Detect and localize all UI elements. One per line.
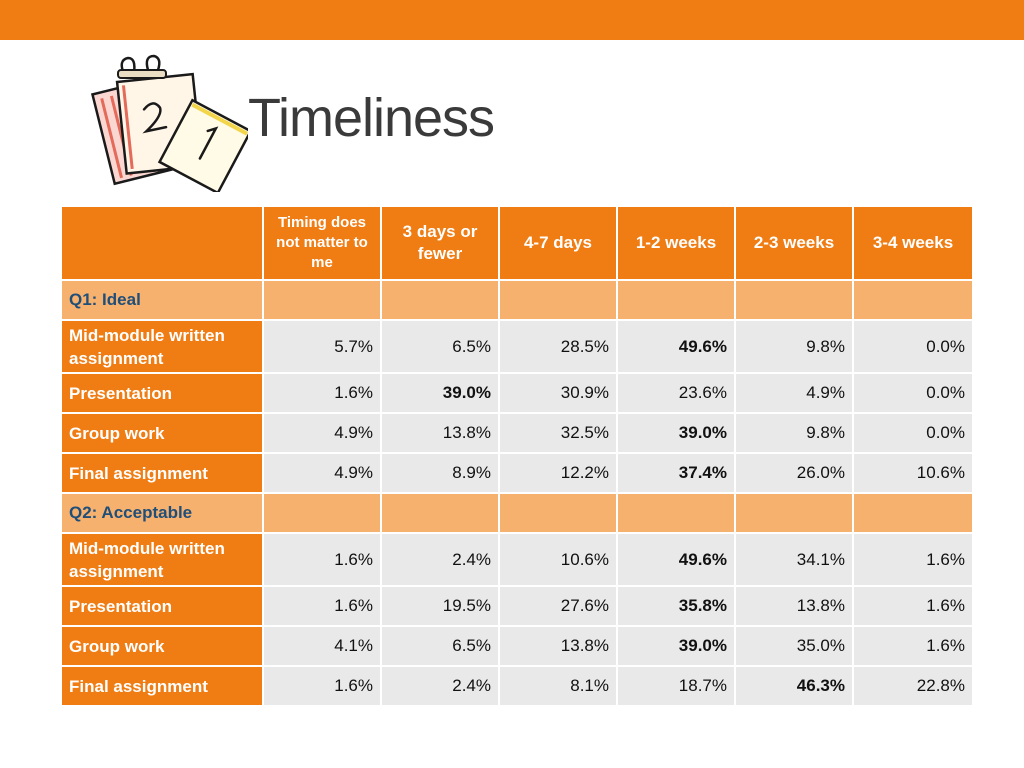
value-cell: 0.0% xyxy=(852,319,974,374)
value-cell: 26.0% xyxy=(734,452,854,494)
header-cell-empty xyxy=(60,205,264,281)
row-label: Final assignment xyxy=(60,452,264,494)
calendar-icon xyxy=(90,54,248,192)
section-empty-cell xyxy=(852,279,974,321)
value-cell: 27.6% xyxy=(498,585,618,627)
value-cell: 35.0% xyxy=(734,625,854,667)
section-label: Q1: Ideal xyxy=(60,279,264,321)
value-cell: 1.6% xyxy=(262,585,382,627)
table-row: Mid-module written assignment 1.6% 2.4% 10.… xyxy=(60,532,974,587)
row-label: Final assignment xyxy=(60,665,264,707)
value-cell: 35.8% xyxy=(616,585,736,627)
value-cell: 13.8% xyxy=(734,585,854,627)
value-cell: 4.1% xyxy=(262,625,382,667)
value-cell: 4.9% xyxy=(262,452,382,494)
value-cell: 39.0% xyxy=(616,625,736,667)
row-label: Group work xyxy=(60,412,264,454)
value-cell: 22.8% xyxy=(852,665,974,707)
value-cell: 32.5% xyxy=(498,412,618,454)
header-cell: 3-4 weeks xyxy=(852,205,974,281)
section-empty-cell xyxy=(262,492,382,534)
value-cell: 2.4% xyxy=(380,665,500,707)
value-cell: 39.0% xyxy=(380,372,500,414)
section-empty-cell xyxy=(380,279,500,321)
section-row: Q2: Acceptable xyxy=(60,492,974,534)
value-cell: 13.8% xyxy=(380,412,500,454)
section-empty-cell xyxy=(262,279,382,321)
timeliness-table: Timing does not matter to me 3 days or f… xyxy=(60,205,974,707)
table-row: Final assignment 1.6% 2.4% 8.1% 18.7% 46.3% 22… xyxy=(60,665,974,707)
value-cell: 0.0% xyxy=(852,372,974,414)
table-row: Final assignment 4.9% 8.9% 12.2% 37.4% 26.0% 1… xyxy=(60,452,974,494)
header-cell: 4-7 days xyxy=(498,205,618,281)
header-cell: 1-2 weeks xyxy=(616,205,736,281)
table-row: Group work 4.9% 13.8% 32.5% 39.0% 9.8% 0.0% xyxy=(60,412,974,454)
section-empty-cell xyxy=(852,492,974,534)
value-cell: 37.4% xyxy=(616,452,736,494)
value-cell: 12.2% xyxy=(498,452,618,494)
table-row: Presentation 1.6% 19.5% 27.6% 35.8% 13.8% 1.6% xyxy=(60,585,974,627)
row-label: Group work xyxy=(60,625,264,667)
row-label: Presentation xyxy=(60,372,264,414)
section-empty-cell xyxy=(734,279,854,321)
section-empty-cell xyxy=(498,492,618,534)
section-label: Q2: Acceptable xyxy=(60,492,264,534)
section-row: Q1: Ideal xyxy=(60,279,974,321)
section-empty-cell xyxy=(616,279,736,321)
value-cell: 34.1% xyxy=(734,532,854,587)
value-cell: 1.6% xyxy=(262,532,382,587)
value-cell: 6.5% xyxy=(380,625,500,667)
value-cell: 9.8% xyxy=(734,319,854,374)
value-cell: 4.9% xyxy=(262,412,382,454)
value-cell: 49.6% xyxy=(616,319,736,374)
section-empty-cell xyxy=(734,492,854,534)
table-row: Mid-module written assignment 5.7% 6.5% 28.… xyxy=(60,319,974,374)
value-cell: 4.9% xyxy=(734,372,854,414)
value-cell: 39.0% xyxy=(616,412,736,454)
value-cell: 23.6% xyxy=(616,372,736,414)
section-empty-cell xyxy=(498,279,618,321)
table-row: Group work 4.1% 6.5% 13.8% 39.0% 35.0% 1.6% xyxy=(60,625,974,667)
value-cell: 5.7% xyxy=(262,319,382,374)
row-label: Mid-module written assignment xyxy=(60,532,264,587)
value-cell: 10.6% xyxy=(852,452,974,494)
section-empty-cell xyxy=(616,492,736,534)
value-cell: 13.8% xyxy=(498,625,618,667)
row-label: Presentation xyxy=(60,585,264,627)
table-body: Q1: Ideal Mid-module written assignment 5.… xyxy=(60,279,974,707)
value-cell: 1.6% xyxy=(852,625,974,667)
value-cell: 19.5% xyxy=(380,585,500,627)
value-cell: 9.8% xyxy=(734,412,854,454)
value-cell: 1.6% xyxy=(262,665,382,707)
header-cell: 2-3 weeks xyxy=(734,205,854,281)
section-empty-cell xyxy=(380,492,500,534)
header-cell: 3 days or fewer xyxy=(380,205,500,281)
value-cell: 8.1% xyxy=(498,665,618,707)
value-cell: 6.5% xyxy=(380,319,500,374)
header-cell: Timing does not matter to me xyxy=(262,205,382,281)
value-cell: 10.6% xyxy=(498,532,618,587)
value-cell: 8.9% xyxy=(380,452,500,494)
page-title: Timeliness xyxy=(248,88,495,148)
value-cell: 1.6% xyxy=(262,372,382,414)
value-cell: 1.6% xyxy=(852,532,974,587)
value-cell: 1.6% xyxy=(852,585,974,627)
value-cell: 2.4% xyxy=(380,532,500,587)
table-row: Presentation 1.6% 39.0% 30.9% 23.6% 4.9% 0.0% xyxy=(60,372,974,414)
value-cell: 0.0% xyxy=(852,412,974,454)
value-cell: 30.9% xyxy=(498,372,618,414)
row-label: Mid-module written assignment xyxy=(60,319,264,374)
value-cell: 46.3% xyxy=(734,665,854,707)
value-cell: 18.7% xyxy=(616,665,736,707)
top-accent-bar xyxy=(0,0,1024,40)
value-cell: 49.6% xyxy=(616,532,736,587)
value-cell: 28.5% xyxy=(498,319,618,374)
table-header-row: Timing does not matter to me 3 days or f… xyxy=(60,205,974,281)
